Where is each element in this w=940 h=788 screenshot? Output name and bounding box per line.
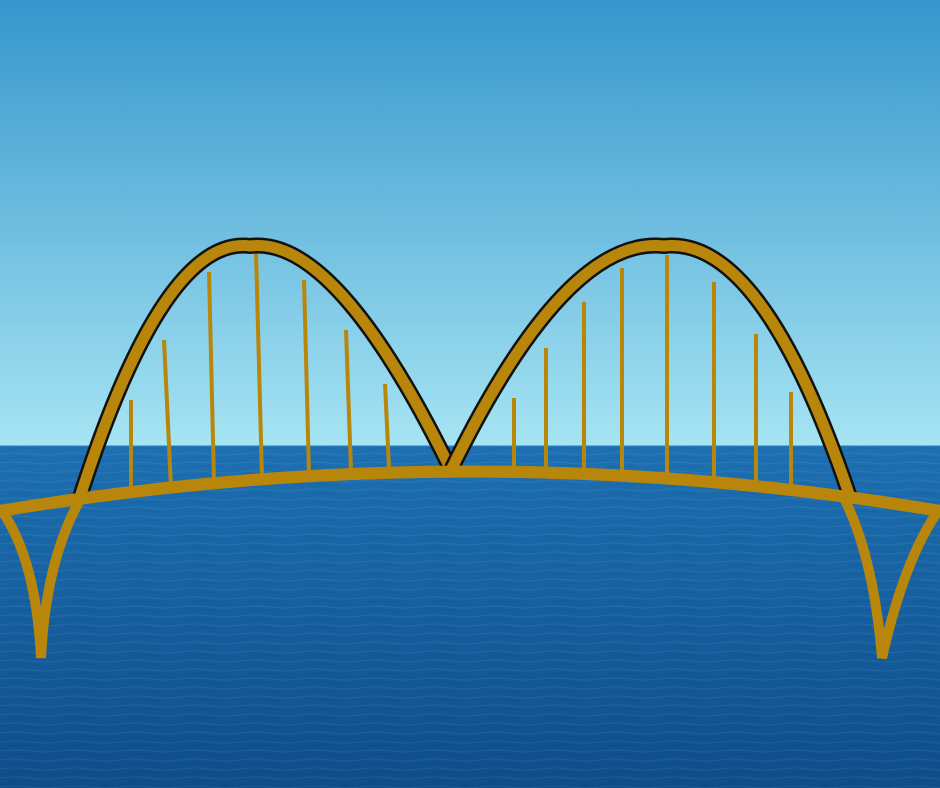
support-legs <box>0 497 940 660</box>
hanger <box>254 252 264 479</box>
left-support-leg <box>0 497 85 659</box>
hanger <box>344 329 353 472</box>
right-support-leg <box>840 497 940 660</box>
hangers <box>129 252 793 492</box>
sky <box>0 0 940 446</box>
hanger <box>207 271 216 483</box>
left-arch <box>72 237 459 500</box>
right-arch <box>443 237 858 500</box>
hanger <box>302 279 311 475</box>
hanger <box>383 383 391 469</box>
bridge-deck-overlay <box>0 465 940 517</box>
hanger <box>162 339 173 488</box>
sea-ripples <box>0 446 940 788</box>
